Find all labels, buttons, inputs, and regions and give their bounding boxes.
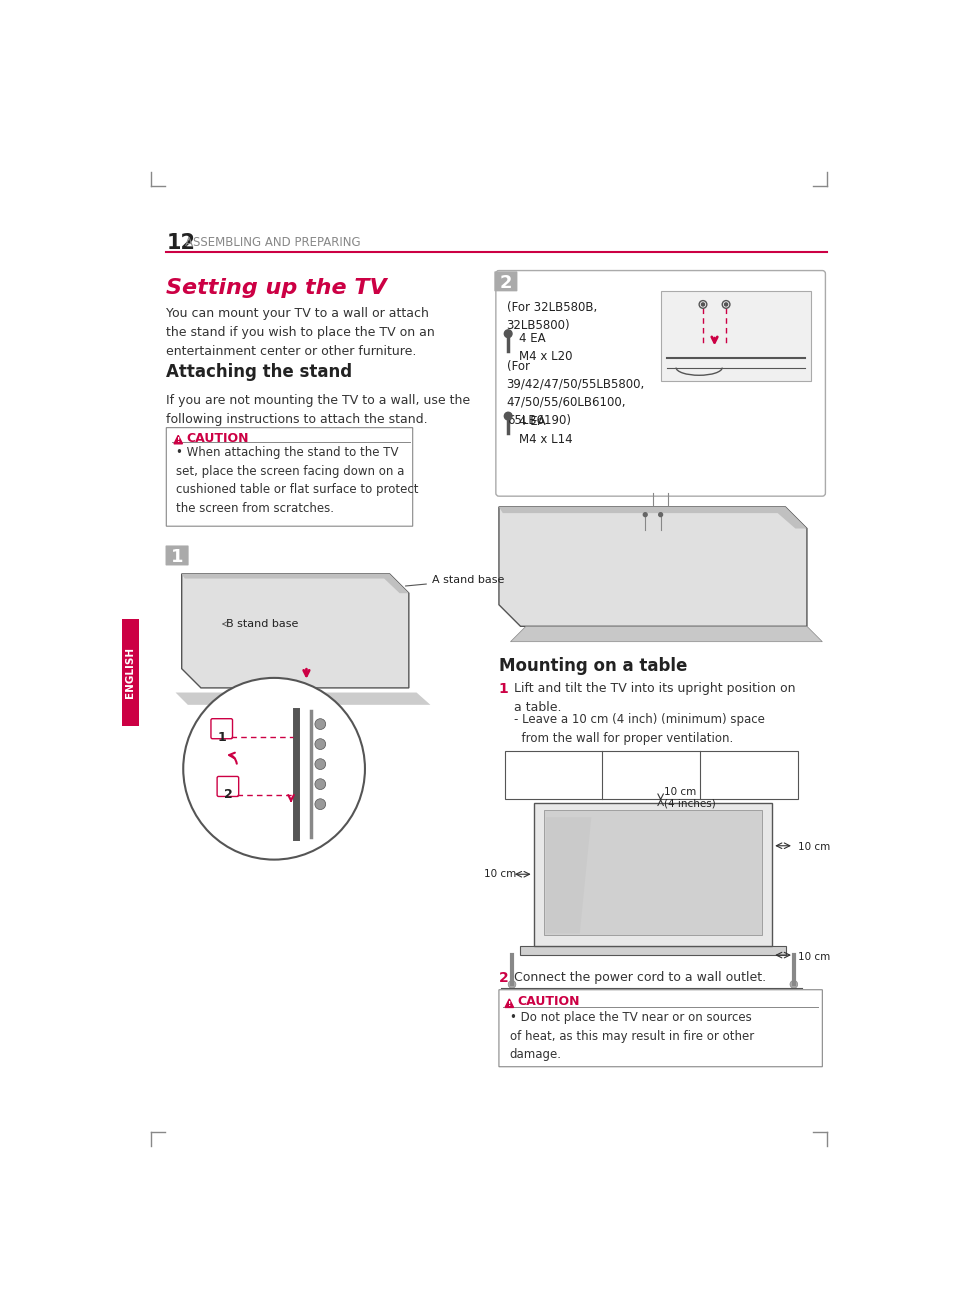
Polygon shape [504, 1000, 513, 1007]
Text: Attaching the stand: Attaching the stand [166, 363, 352, 381]
Polygon shape [498, 506, 806, 626]
Circle shape [314, 739, 325, 749]
Bar [504, 752, 797, 799]
Circle shape [314, 779, 325, 790]
Bar [533, 804, 772, 946]
Text: - Leave a 10 cm (4 inch) (minimum) space
  from the wall for proper ventilation.: - Leave a 10 cm (4 inch) (minimum) space… [514, 713, 764, 745]
Text: 4 EA
M4 x L14: 4 EA M4 x L14 [518, 415, 572, 445]
FancyBboxPatch shape [498, 989, 821, 1066]
FancyBboxPatch shape [217, 776, 238, 796]
Text: A stand base: A stand base [405, 576, 504, 586]
Polygon shape [545, 817, 591, 933]
Text: Connect the power cord to a wall outlet.: Connect the power cord to a wall outlet. [514, 971, 765, 984]
Text: 10 cm
(4 inches): 10 cm (4 inches) [664, 787, 716, 809]
Circle shape [314, 799, 325, 809]
Circle shape [789, 980, 797, 988]
Circle shape [314, 719, 325, 729]
Text: You can mount your TV to a wall or attach
the stand if you wish to place the TV : You can mount your TV to a wall or attac… [166, 307, 435, 358]
FancyBboxPatch shape [166, 545, 189, 565]
FancyBboxPatch shape [211, 719, 233, 739]
Text: 1: 1 [498, 681, 508, 696]
Polygon shape [181, 574, 409, 594]
Text: (For 32LB580B,
32LB5800): (For 32LB580B, 32LB5800) [506, 300, 597, 331]
Circle shape [504, 330, 512, 338]
Text: 1: 1 [171, 548, 183, 566]
Text: CAUTION: CAUTION [517, 996, 579, 1009]
Text: If you are not mounting the TV to a wall, use the
following instructions to atta: If you are not mounting the TV to a wall… [166, 394, 470, 425]
Text: • Do not place the TV near or on sources
of heat, as this may result in fire or : • Do not place the TV near or on sources… [509, 1011, 753, 1061]
Bar [659, 291, 810, 381]
Circle shape [508, 980, 516, 988]
Polygon shape [510, 626, 821, 642]
Text: 10 cm: 10 cm [797, 953, 829, 962]
Circle shape [700, 303, 703, 305]
Text: B stand base: B stand base [226, 619, 298, 629]
Text: 2: 2 [498, 971, 508, 985]
Text: 4 EA
M4 x L20: 4 EA M4 x L20 [518, 333, 572, 363]
Circle shape [183, 677, 365, 860]
Text: (For
39/42/47/50/55LB5800,
47/50/55/60LB6100,
65LB6190): (For 39/42/47/50/55LB5800, 47/50/55/60LB… [506, 360, 644, 427]
FancyBboxPatch shape [166, 428, 413, 526]
Bar [121, 619, 138, 727]
Text: Mounting on a table: Mounting on a table [498, 658, 686, 675]
Text: 12: 12 [166, 232, 195, 253]
Text: CAUTION: CAUTION [186, 432, 249, 445]
Polygon shape [173, 436, 182, 444]
Text: ASSEMBLING AND PREPARING: ASSEMBLING AND PREPARING [185, 236, 360, 249]
Text: • When attaching the stand to the TV
set, place the screen facing down on a
cush: • When attaching the stand to the TV set… [175, 446, 417, 514]
Bar [519, 946, 785, 955]
Polygon shape [498, 506, 806, 529]
Circle shape [504, 412, 512, 420]
Text: ENGLISH: ENGLISH [125, 647, 135, 698]
Text: Lift and tilt the TV into its upright position on
a table.: Lift and tilt the TV into its upright po… [514, 681, 795, 714]
Polygon shape [181, 574, 409, 688]
Text: 2: 2 [499, 274, 512, 292]
Polygon shape [175, 693, 430, 705]
Text: 1: 1 [217, 731, 226, 744]
Bar [544, 809, 760, 936]
Text: 10 cm: 10 cm [797, 842, 829, 852]
Circle shape [723, 303, 727, 305]
FancyBboxPatch shape [496, 270, 824, 496]
Circle shape [314, 758, 325, 770]
Text: !: ! [176, 437, 180, 442]
Text: Setting up the TV: Setting up the TV [166, 278, 387, 299]
FancyBboxPatch shape [494, 271, 517, 291]
Text: 10 cm: 10 cm [483, 869, 516, 880]
Text: 2: 2 [223, 788, 232, 801]
Circle shape [658, 513, 662, 517]
Text: !: ! [507, 1001, 511, 1006]
Circle shape [642, 513, 646, 517]
